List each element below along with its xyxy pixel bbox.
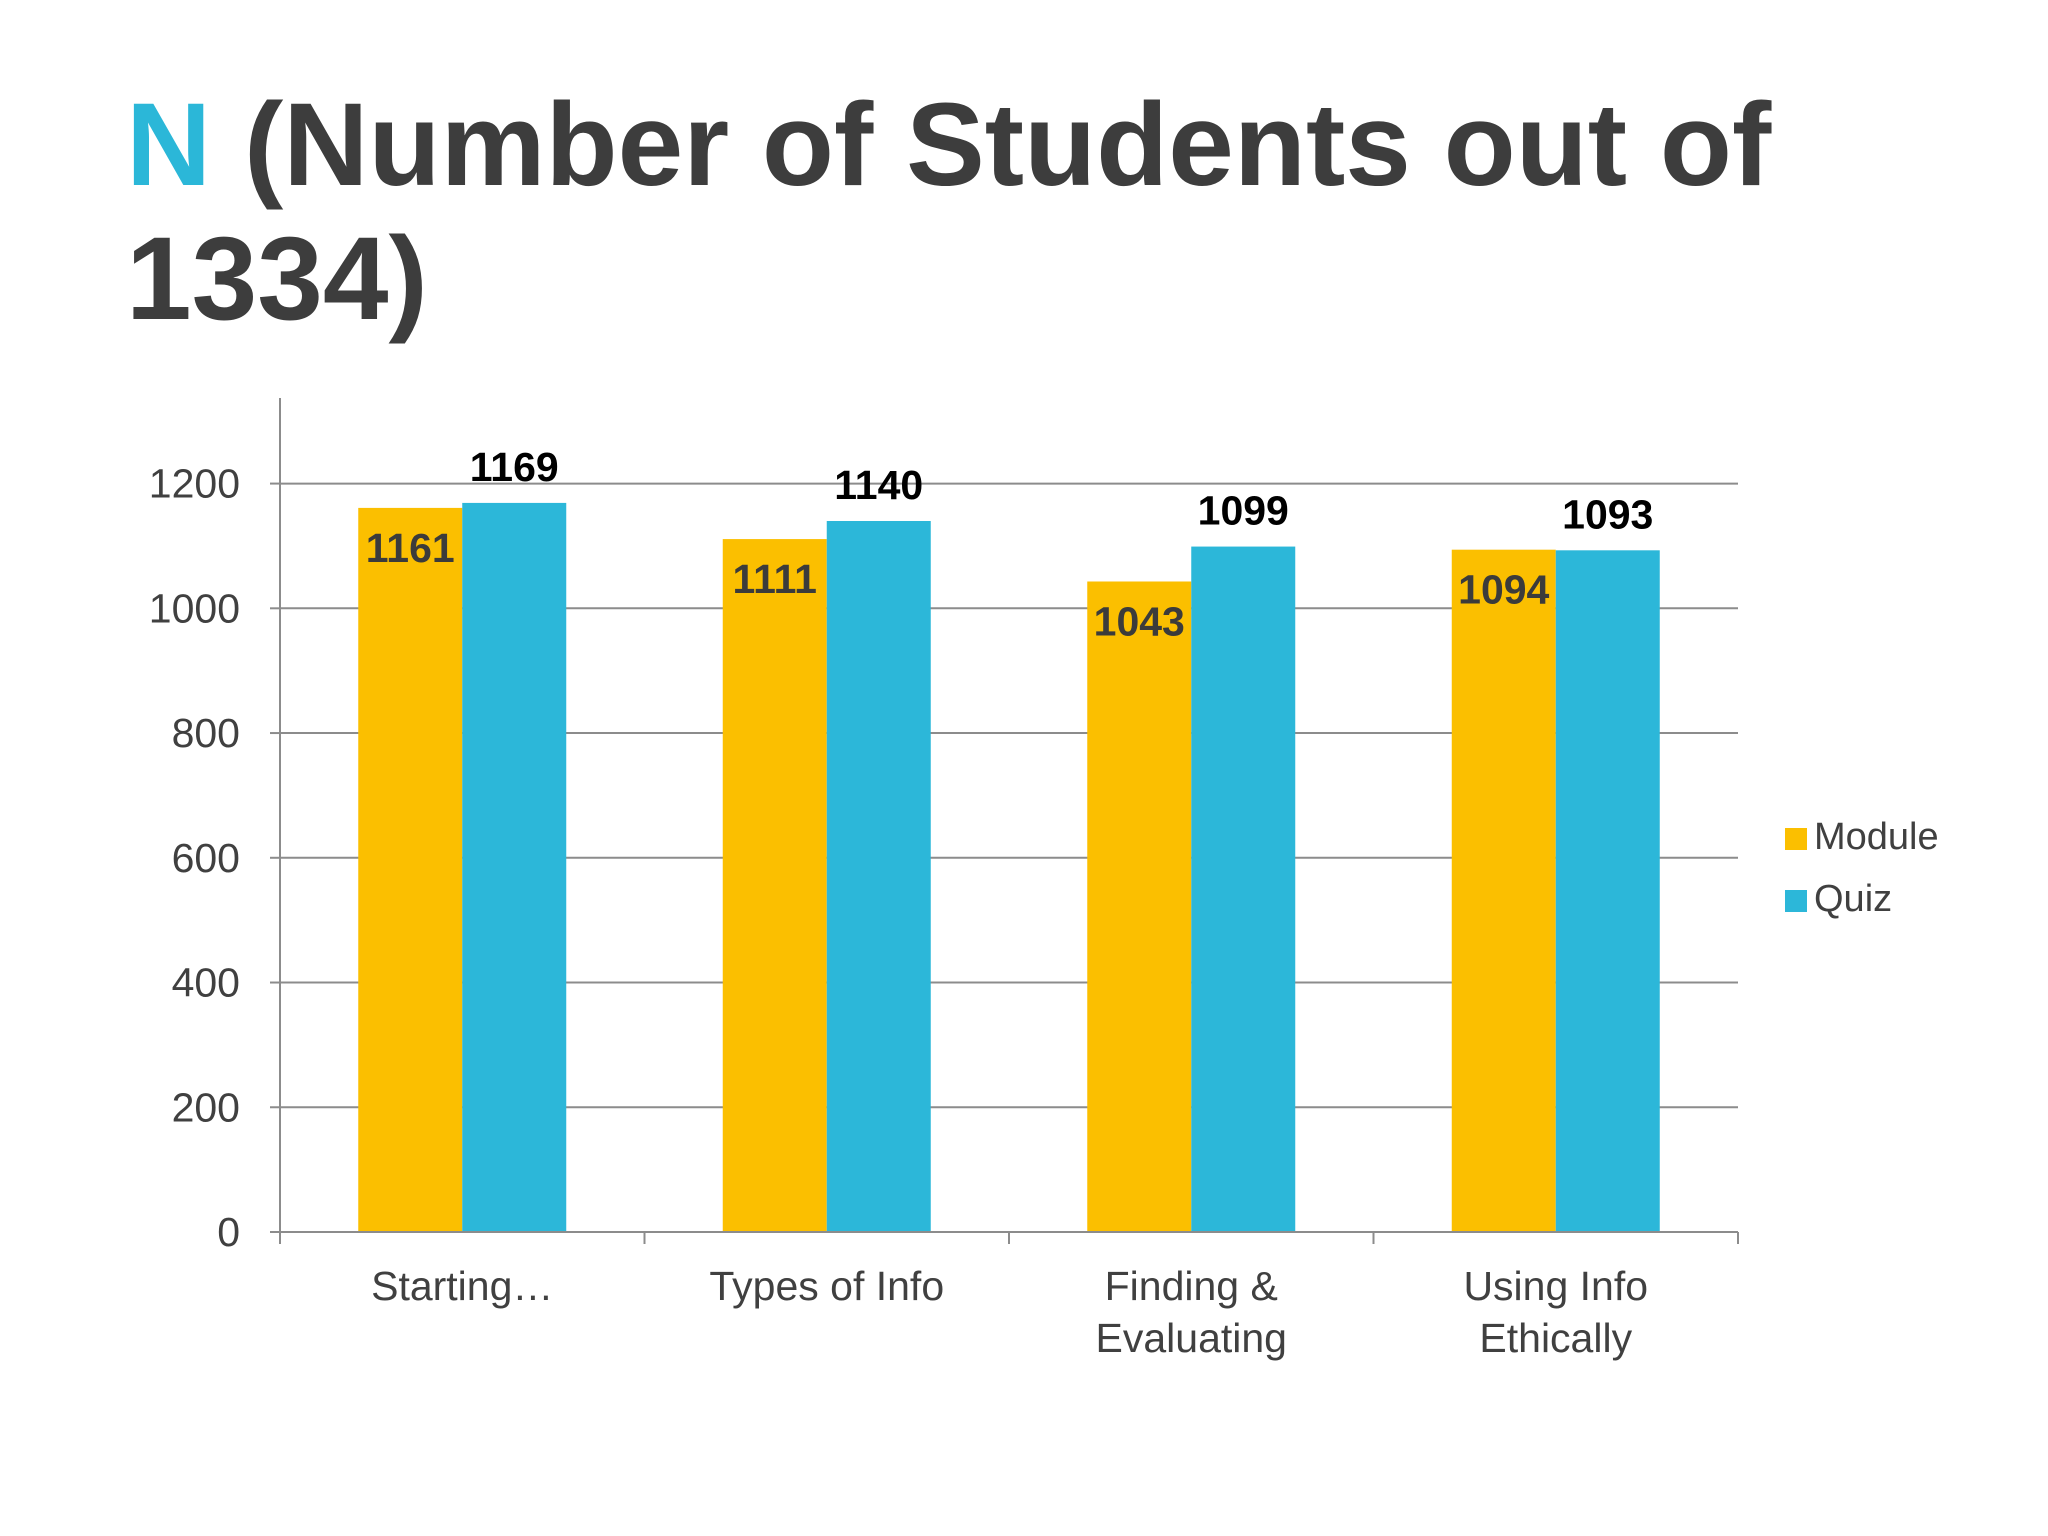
title-text: (Number of Students out of 1334) bbox=[126, 79, 1772, 345]
legend-label-module: Module bbox=[1814, 816, 1939, 858]
x-tick-label: Using Info bbox=[1463, 1263, 1648, 1309]
y-tick-label: 400 bbox=[172, 960, 240, 1006]
legend-label-quiz: Quiz bbox=[1814, 878, 1892, 920]
bar-module bbox=[722, 539, 827, 1232]
data-label-quiz: 1140 bbox=[834, 462, 923, 508]
bar-quiz bbox=[1555, 550, 1660, 1232]
y-tick-label: 1200 bbox=[149, 461, 240, 507]
legend-swatch-quiz bbox=[1785, 890, 1807, 912]
x-tick-label: Evaluating bbox=[1096, 1315, 1287, 1361]
bar-quiz bbox=[1191, 546, 1296, 1232]
y-tick-label: 0 bbox=[217, 1209, 240, 1255]
x-tick-label: Types of Info bbox=[709, 1263, 944, 1309]
legend-swatch-module bbox=[1785, 828, 1807, 850]
x-tick-label: Ethically bbox=[1479, 1315, 1632, 1361]
x-tick-label: Starting… bbox=[371, 1263, 553, 1309]
legend: Module Quiz bbox=[1785, 816, 1939, 920]
bar-quiz bbox=[462, 502, 567, 1232]
x-tick-label: Finding & bbox=[1105, 1263, 1278, 1309]
bar-quiz bbox=[826, 520, 931, 1232]
y-tick-label: 200 bbox=[172, 1084, 240, 1130]
data-label-module: 1094 bbox=[1458, 567, 1549, 613]
data-labels: 1161 1169 1111 1140 1043 1099 1094 1093 bbox=[366, 444, 1654, 645]
axes: 0 200 400 600 800 1000 1200 Starting… Types of I… bbox=[149, 398, 1739, 1361]
y-tick-label: 600 bbox=[172, 835, 240, 881]
data-label-module: 1161 bbox=[366, 525, 455, 571]
data-label-module: 1111 bbox=[733, 556, 817, 602]
y-tick-label: 1000 bbox=[149, 585, 240, 631]
title-accent: N bbox=[126, 79, 212, 211]
data-label-quiz: 1099 bbox=[1198, 488, 1289, 534]
bar-module bbox=[1451, 549, 1556, 1232]
data-label-module: 1043 bbox=[1094, 598, 1185, 644]
data-label-quiz: 1169 bbox=[470, 444, 559, 490]
slide-title: N (Number of Students out of 1334) bbox=[126, 78, 1826, 346]
data-label-quiz: 1093 bbox=[1562, 491, 1653, 537]
bar-module bbox=[1087, 581, 1192, 1232]
bar-module bbox=[358, 507, 463, 1232]
y-tick-label: 800 bbox=[172, 710, 240, 756]
bars bbox=[358, 502, 1660, 1232]
